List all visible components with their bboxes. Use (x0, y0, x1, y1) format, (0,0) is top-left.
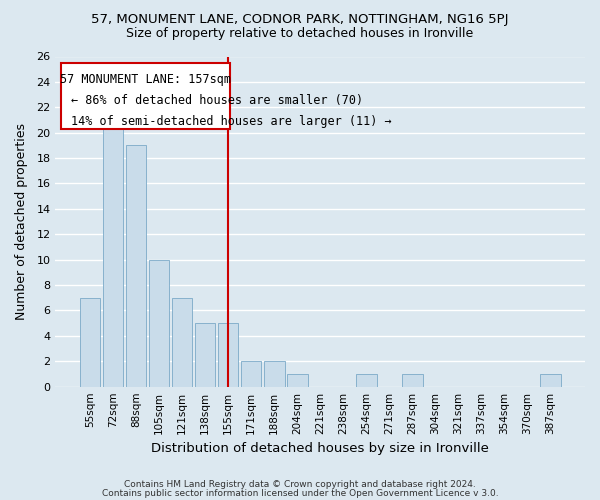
Text: Contains public sector information licensed under the Open Government Licence v : Contains public sector information licen… (101, 488, 499, 498)
Text: Contains HM Land Registry data © Crown copyright and database right 2024.: Contains HM Land Registry data © Crown c… (124, 480, 476, 489)
Bar (264, 362, 284, 386)
Bar (241, 362, 262, 386)
Bar (218, 323, 238, 386)
Bar (194, 323, 215, 386)
Bar (149, 260, 169, 386)
Bar (402, 374, 423, 386)
Text: ← 86% of detached houses are smaller (70): ← 86% of detached houses are smaller (70… (71, 94, 364, 107)
Text: Size of property relative to detached houses in Ironville: Size of property relative to detached ho… (127, 28, 473, 40)
Bar (172, 298, 193, 386)
Text: 57, MONUMENT LANE, CODNOR PARK, NOTTINGHAM, NG16 5PJ: 57, MONUMENT LANE, CODNOR PARK, NOTTINGH… (91, 12, 509, 26)
Y-axis label: Number of detached properties: Number of detached properties (15, 123, 28, 320)
Bar (103, 120, 123, 386)
Bar (356, 374, 377, 386)
Text: 57 MONUMENT LANE: 157sqm: 57 MONUMENT LANE: 157sqm (60, 73, 231, 86)
Bar (80, 298, 100, 386)
Text: 14% of semi-detached houses are larger (11) →: 14% of semi-detached houses are larger (… (71, 114, 392, 128)
X-axis label: Distribution of detached houses by size in Ironville: Distribution of detached houses by size … (151, 442, 489, 455)
Bar (287, 374, 308, 386)
FancyBboxPatch shape (61, 63, 230, 129)
Bar (540, 374, 561, 386)
Bar (125, 146, 146, 386)
